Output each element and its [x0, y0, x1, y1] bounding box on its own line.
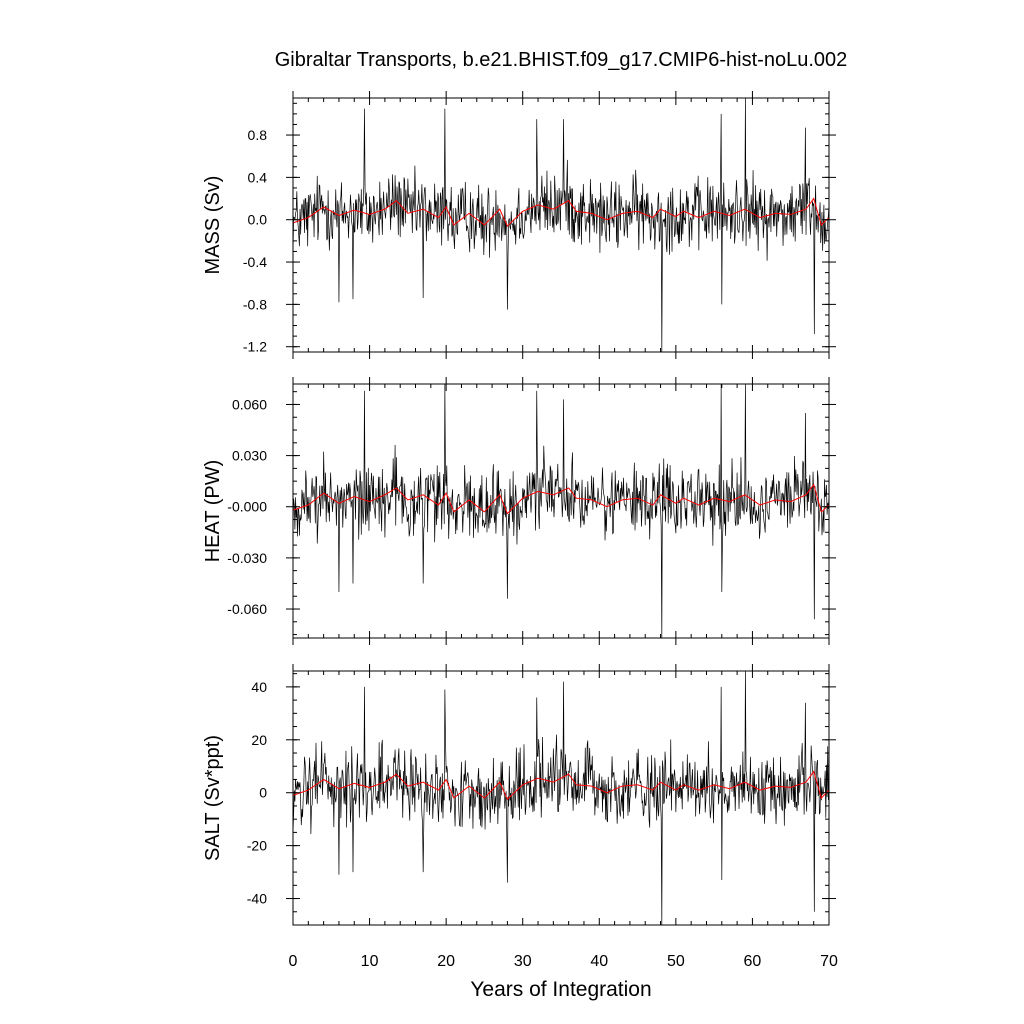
y-tick-label: -0.030 — [227, 550, 267, 566]
x-tick-label: 60 — [744, 953, 762, 970]
y-axis-label: MASS (Sv) — [202, 176, 224, 275]
smoothed-series-line — [292, 197, 830, 227]
chart-panels: 0.8 0.4 0.0 -0.4 -0.8 -1.2 MASS (Sv) 0.060 0.030… — [202, 91, 838, 970]
y-tick-label: -0.8 — [243, 296, 267, 312]
y-axis-label: HEAT (PW) — [202, 460, 224, 563]
x-tick-label: 30 — [514, 953, 532, 970]
monthly-series-line — [292, 383, 830, 639]
y-tick-label: 20 — [251, 732, 267, 748]
y-tick-label: 0 — [259, 785, 267, 801]
chart-title: Gibraltar Transports, b.e21.BHIST.f09_g1… — [275, 49, 848, 71]
y-tick-label: 0.060 — [232, 396, 267, 412]
y-tick-label: -1.2 — [243, 339, 267, 355]
y-tick-label: 0.4 — [248, 169, 268, 185]
smoothed-series-line — [292, 770, 830, 801]
y-tick-label: -20 — [247, 838, 267, 854]
y-tick-label: -0.060 — [227, 601, 267, 617]
monthly-series-line — [292, 97, 830, 353]
y-tick-label: -0.4 — [243, 254, 267, 270]
smoothed-series-line — [292, 483, 830, 515]
plot-frame — [292, 97, 830, 353]
monthly-series-line — [292, 670, 830, 926]
x-tick-label: 70 — [820, 953, 838, 970]
y-axis-label: SALT (Sv*ppt) — [202, 735, 224, 861]
x-tick-label: 50 — [667, 953, 685, 970]
plot-frame — [292, 670, 830, 926]
x-tick-label: 10 — [361, 953, 379, 970]
panel-3: 40 20 0 -20 -40 SALT (Sv*ppt) 0 10 20 30 40 50 60 70 — [202, 638, 838, 970]
y-tick-label: 0.8 — [248, 127, 268, 143]
panel-2: 0.060 0.030 -0.000 -0.030 -0.060 HEAT (PW) — [202, 352, 836, 639]
x-tick-label: 20 — [437, 953, 455, 970]
plot-frame — [292, 383, 830, 639]
y-tick-label: -40 — [247, 891, 267, 907]
y-tick-label: -0.000 — [227, 499, 267, 515]
y-tick-label: 0.030 — [232, 448, 267, 464]
x-tick-label: 0 — [289, 953, 298, 970]
panel-1: 0.8 0.4 0.0 -0.4 -0.8 -1.2 MASS (Sv) — [202, 91, 836, 355]
x-tick-label: 40 — [590, 953, 608, 970]
y-tick-label: 40 — [251, 679, 267, 695]
x-axis-label: Years of Integration — [470, 978, 651, 1001]
y-tick-label: 0.0 — [248, 212, 268, 228]
